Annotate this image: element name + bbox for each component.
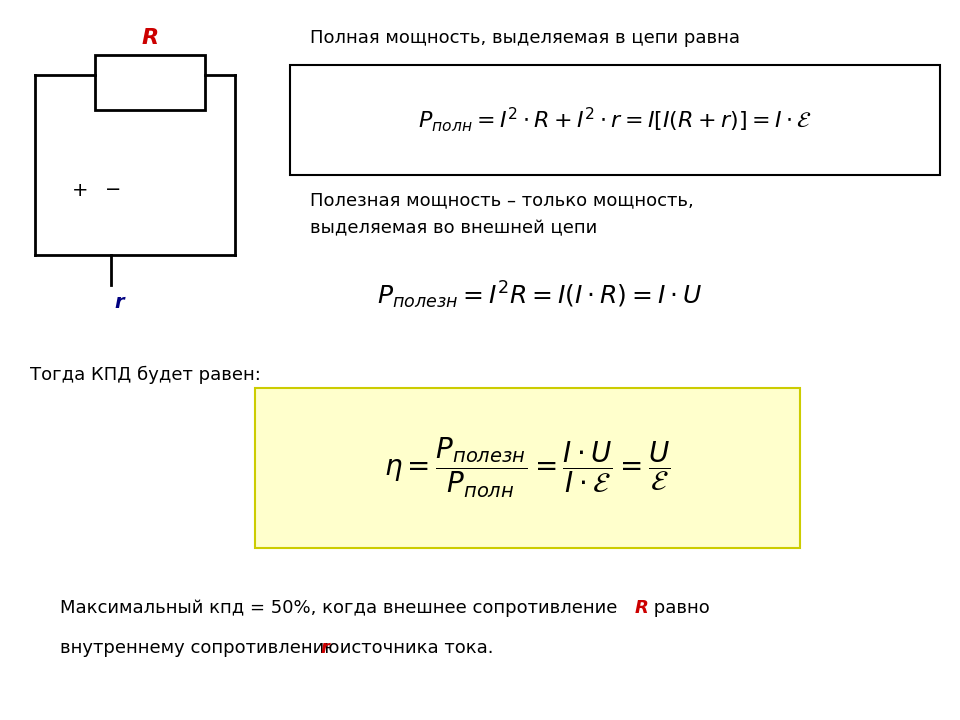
Text: R: R (141, 28, 158, 48)
Text: равно: равно (648, 599, 709, 617)
Text: внутреннему сопротивлению: внутреннему сопротивлению (60, 639, 346, 657)
Text: Тогда КПД будет равен:: Тогда КПД будет равен: (30, 366, 261, 384)
Text: r: r (320, 639, 329, 657)
Text: −: − (105, 181, 121, 199)
Text: r: r (114, 294, 124, 312)
Bar (255, 388, 800, 548)
Bar (95, 55, 205, 110)
Text: Полезная мощность – только мощность,: Полезная мощность – только мощность, (310, 191, 694, 209)
Text: источника тока.: источника тока. (334, 639, 493, 657)
Text: R: R (635, 599, 649, 617)
Text: $P_{\mathit{полезн}} = I^2 R = I(I \cdot R) = I \cdot U$: $P_{\mathit{полезн}} = I^2 R = I(I \cdot… (377, 279, 703, 311)
Text: Максимальный кпд = 50%, когда внешнее сопротивление: Максимальный кпд = 50%, когда внешнее со… (60, 599, 623, 617)
Text: $\eta = \dfrac{P_{\mathit{полезн}}}{P_{\mathit{полн}}} = \dfrac{I \cdot U}{I \cd: $\eta = \dfrac{P_{\mathit{полезн}}}{P_{\… (384, 436, 671, 500)
Text: выделяемая во внешней цепи: выделяемая во внешней цепи (310, 219, 597, 237)
Text: $P_{\mathit{полн}} = I^2 \cdot R + I^2 \cdot r = I\left[I(R+r)\right] = I \cdot : $P_{\mathit{полн}} = I^2 \cdot R + I^2 \… (419, 106, 812, 135)
Bar (290, 65, 940, 175)
Text: Полная мощность, выделяемая в цепи равна: Полная мощность, выделяемая в цепи равна (310, 29, 740, 47)
Text: +: + (72, 181, 88, 199)
